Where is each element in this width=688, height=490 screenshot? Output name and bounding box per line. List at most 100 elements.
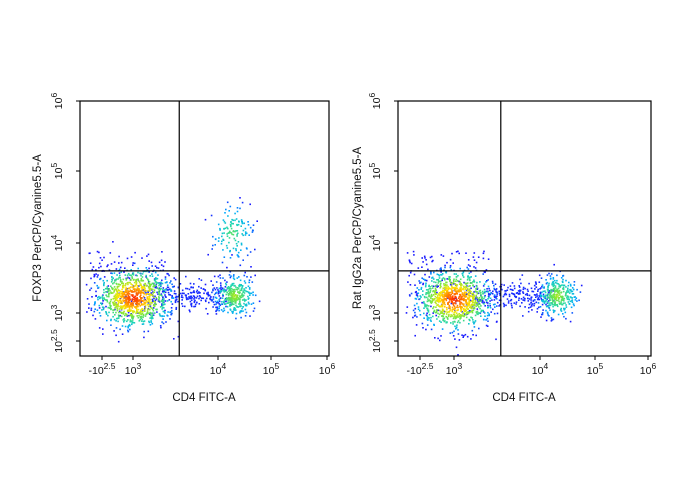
event-dot (148, 286, 151, 289)
event-dot (218, 305, 221, 308)
event-dot (552, 282, 555, 285)
event-dot (465, 316, 468, 319)
event-dot (239, 303, 242, 306)
event-dot (459, 289, 462, 291)
event-dot (495, 321, 498, 323)
event-dot (134, 296, 136, 298)
event-dot (430, 288, 432, 290)
event-dot (135, 305, 138, 307)
event-dot (425, 279, 428, 282)
event-dot (225, 300, 228, 302)
event-dot (133, 301, 135, 303)
event-dot (135, 283, 137, 285)
event-dot (177, 335, 180, 338)
event-dot (204, 218, 207, 221)
event-dot (122, 319, 125, 321)
event-dot (554, 296, 557, 298)
event-dot (142, 323, 145, 325)
event-dot (460, 310, 462, 312)
event-dot (511, 288, 513, 291)
event-dot (224, 290, 227, 293)
event-dot (149, 317, 151, 319)
event-dot (453, 320, 456, 323)
event-dot (125, 287, 127, 289)
event-dot (247, 301, 250, 304)
event-dot (131, 315, 134, 318)
event-dot (434, 301, 436, 304)
event-dot (133, 281, 136, 284)
event-dot (214, 296, 217, 299)
event-dot (415, 324, 418, 326)
event-dot (442, 303, 444, 305)
event-dot (427, 309, 430, 312)
event-dot (444, 283, 447, 286)
event-dot (413, 273, 416, 276)
event-dot (437, 337, 439, 340)
event-dot (469, 319, 471, 322)
event-dot (558, 300, 560, 303)
event-dot (138, 314, 140, 317)
event-dot (552, 277, 555, 279)
event-dot (211, 299, 214, 302)
event-dot (94, 302, 96, 304)
event-dot (229, 223, 232, 226)
event-dot (434, 337, 436, 339)
event-dot (160, 326, 162, 329)
event-dot (430, 271, 432, 274)
event-dot (226, 287, 229, 289)
event-dot (112, 277, 114, 279)
event-dot (144, 315, 147, 317)
event-dot (430, 301, 433, 303)
event-dot (452, 308, 454, 310)
event-dot (446, 281, 448, 284)
event-dot (221, 232, 224, 235)
event-dot (159, 283, 161, 286)
event-dot (151, 307, 153, 309)
event-dot (445, 293, 448, 296)
event-dot (426, 296, 428, 299)
event-dot (177, 320, 180, 323)
event-dot (240, 310, 242, 312)
event-dot (150, 314, 152, 317)
event-dot (562, 298, 564, 301)
event-dot (238, 283, 241, 286)
event-dot (454, 338, 456, 340)
event-dot (452, 317, 455, 320)
event-dot (129, 281, 131, 284)
event-dot (439, 280, 442, 283)
event-dot (419, 282, 421, 284)
event-dot (137, 271, 139, 274)
event-dot (116, 299, 119, 302)
event-dot (110, 307, 112, 310)
event-dot (223, 220, 226, 223)
event-dot (193, 296, 196, 299)
event-dot (472, 301, 475, 304)
event-dot (426, 312, 428, 315)
event-dot (155, 278, 157, 280)
event-dot (95, 294, 97, 297)
event-dot (454, 307, 456, 309)
event-dot (509, 288, 512, 291)
event-dot (132, 262, 134, 264)
event-dot (475, 296, 477, 299)
event-dot (574, 299, 577, 301)
event-dot (233, 307, 236, 309)
event-dot (124, 274, 127, 276)
event-dot (223, 289, 226, 292)
event-dot (123, 310, 125, 313)
event-dot (229, 257, 232, 259)
event-dot (118, 315, 120, 318)
event-dot (557, 299, 559, 302)
event-dot (135, 279, 137, 281)
event-dot (431, 280, 433, 282)
event-dot (496, 312, 499, 315)
event-dot (552, 309, 555, 311)
event-dot (158, 261, 161, 264)
event-dot (235, 317, 237, 320)
event-dot (237, 255, 240, 258)
event-dot (459, 288, 462, 290)
event-dot (233, 298, 235, 301)
event-dot (236, 287, 239, 289)
event-dot (553, 263, 555, 266)
event-dot (223, 288, 225, 291)
